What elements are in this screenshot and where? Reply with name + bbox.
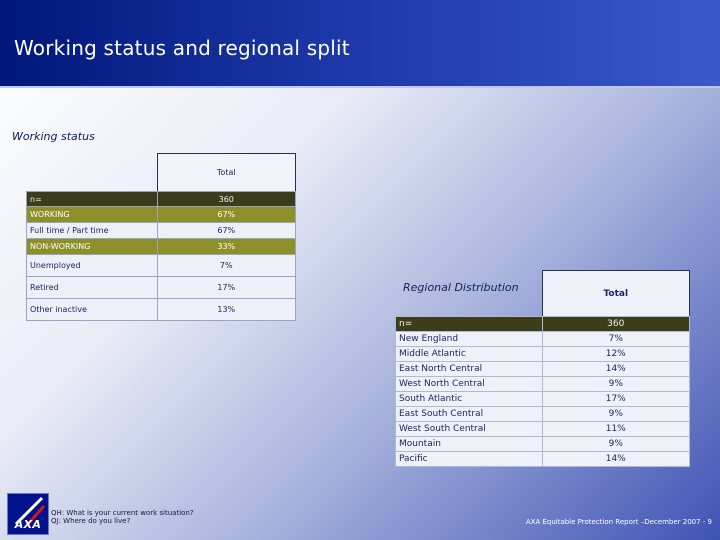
row-value: 17% bbox=[156, 276, 296, 299]
row-value: 9% bbox=[541, 376, 690, 392]
row-value: 7% bbox=[156, 254, 296, 277]
row-label: New England bbox=[395, 331, 543, 347]
column-header-total: Total bbox=[541, 270, 690, 317]
working-status-table: Total n= 360 WORKING 67% Full time / Part … bbox=[26, 153, 296, 321]
row-label: East South Central bbox=[395, 406, 543, 422]
row-value: 67% bbox=[156, 222, 296, 239]
row-label: n= bbox=[26, 191, 158, 207]
row-value: 33% bbox=[156, 238, 296, 255]
footer-report-label: AXA Equitable Protection Report –Decembe… bbox=[525, 518, 712, 526]
row-label: WORKING bbox=[26, 206, 158, 223]
axa-logo: AXA bbox=[7, 493, 49, 535]
row-value: 9% bbox=[541, 436, 690, 452]
table-corner bbox=[396, 271, 543, 317]
page-title: Working status and regional split bbox=[14, 36, 350, 60]
row-value: 9% bbox=[541, 406, 690, 422]
logo-text: AXA bbox=[14, 518, 42, 531]
row-label: Pacific bbox=[395, 451, 543, 467]
row-label: South Atlantic bbox=[395, 391, 543, 407]
regional-distribution-title: Regional Distribution bbox=[403, 281, 519, 294]
row-label: Mountain bbox=[395, 436, 543, 452]
logo-slash-icon bbox=[14, 496, 46, 526]
row-value: 13% bbox=[156, 298, 296, 321]
row-value: 67% bbox=[156, 206, 296, 223]
row-value: 14% bbox=[541, 451, 690, 467]
question-note: QH: What is your current work situation? bbox=[51, 509, 194, 517]
question-note: QJ: Where do you live? bbox=[51, 517, 131, 525]
row-label: West North Central bbox=[395, 376, 543, 392]
row-label: Full time / Part time bbox=[26, 222, 158, 239]
row-value: 7% bbox=[541, 331, 690, 347]
row-label: East North Central bbox=[395, 361, 543, 377]
row-label: Middle Atlantic bbox=[395, 346, 543, 362]
row-label: Other inactive bbox=[26, 298, 158, 321]
header-bar: Working status and regional split bbox=[0, 0, 720, 88]
row-label: West South Central bbox=[395, 421, 543, 437]
table-corner bbox=[27, 154, 158, 192]
row-value: 14% bbox=[541, 361, 690, 377]
row-label: Unemployed bbox=[26, 254, 158, 277]
row-value: 360 bbox=[541, 316, 690, 332]
row-value: 17% bbox=[541, 391, 690, 407]
footer-notes: QH: What is your current work situation?… bbox=[51, 509, 194, 525]
row-value: 360 bbox=[156, 191, 296, 207]
column-header-total: Total bbox=[156, 153, 296, 192]
row-value: 12% bbox=[541, 346, 690, 362]
regional-distribution-table: Total n= 360 New England 7% Middle Atlanti… bbox=[395, 270, 690, 467]
row-label: Retired bbox=[26, 276, 158, 299]
row-value: 11% bbox=[541, 421, 690, 437]
working-status-title: Working status bbox=[12, 130, 95, 143]
row-label: NON-WORKING bbox=[26, 238, 158, 255]
row-label: n= bbox=[395, 316, 543, 332]
